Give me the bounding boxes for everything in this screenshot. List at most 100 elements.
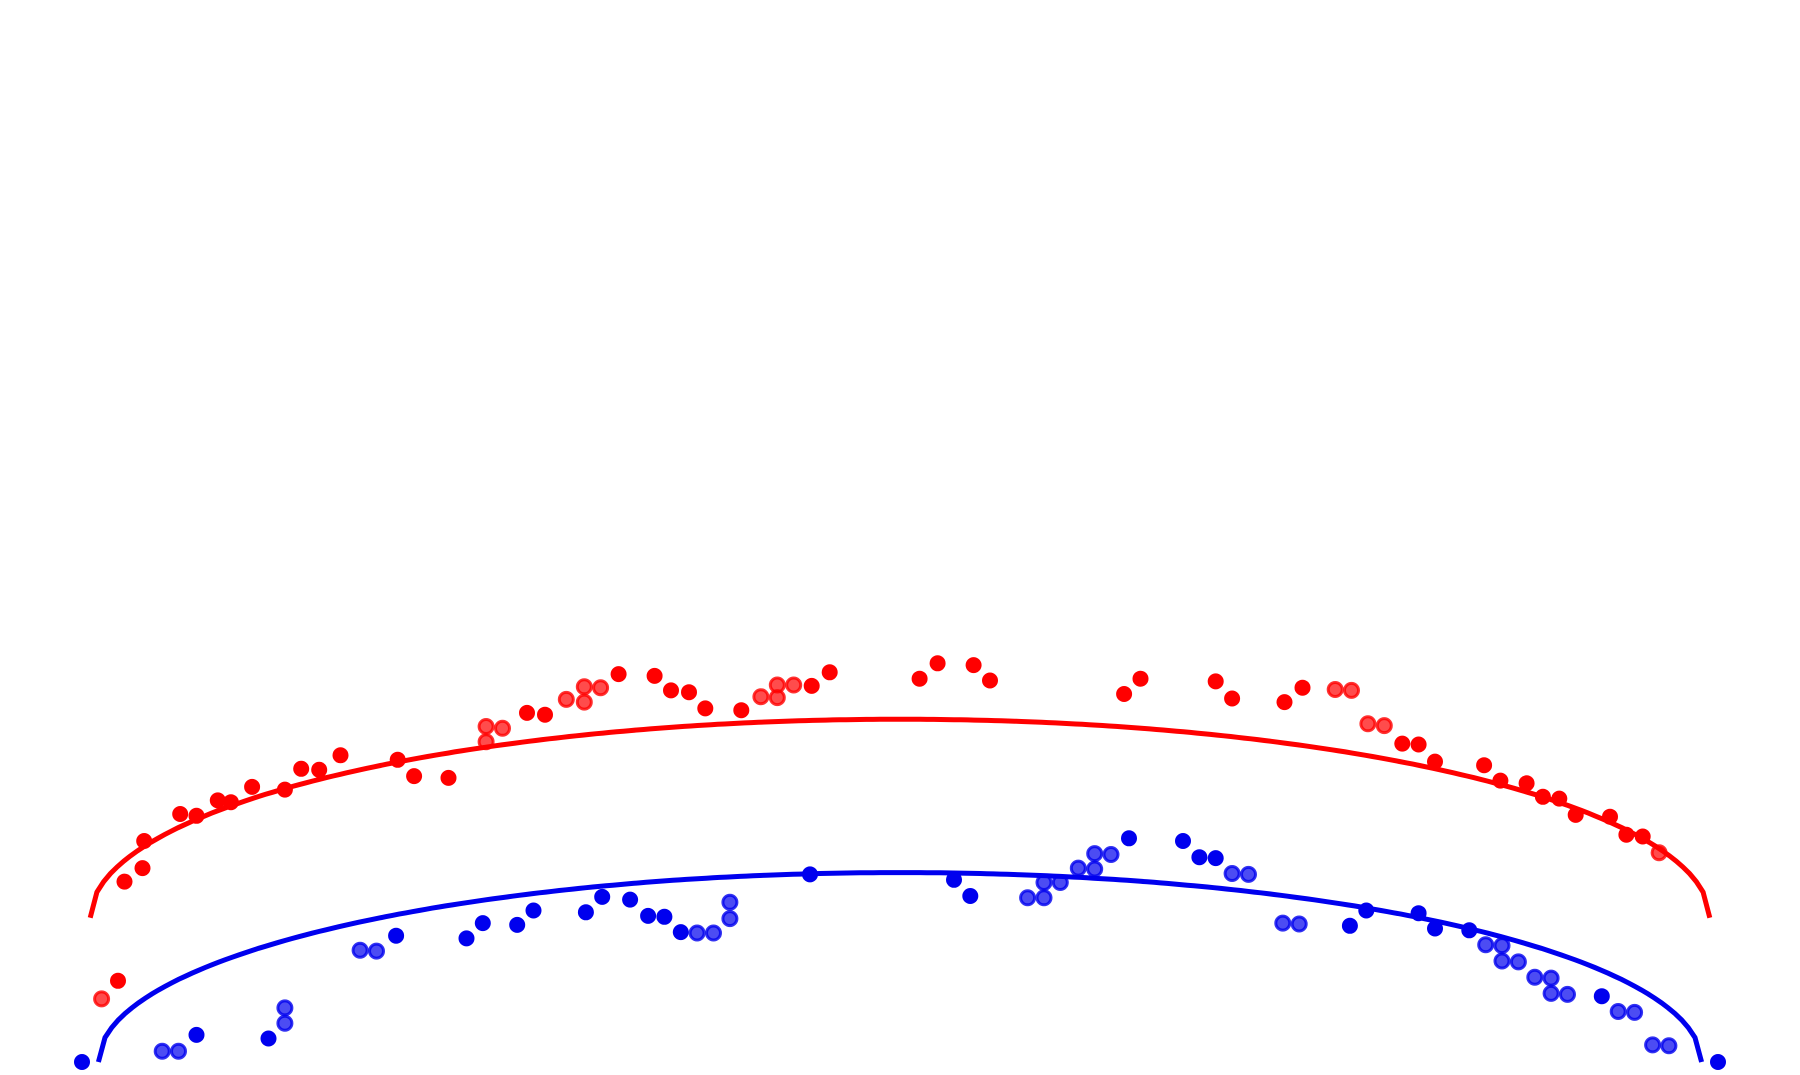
series-2-point-27: [962, 888, 979, 904]
series-2-point-30: [1035, 874, 1053, 891]
series-1-point-9: [222, 794, 239, 811]
series-1-point-26: [592, 679, 610, 697]
series-1-point-49: [1326, 681, 1344, 698]
series-2-point-28: [1019, 889, 1037, 907]
series-1-point-10: [244, 778, 261, 795]
series-1-point-13: [311, 761, 328, 778]
series-2-point-24: [721, 893, 739, 911]
series-1-point-65: [1650, 844, 1668, 862]
series-1-point-14: [332, 747, 349, 764]
series-2-point-57: [1593, 988, 1610, 1005]
series-2-point-1: [74, 1054, 90, 1070]
data-points: [74, 655, 1726, 1070]
series-1-point-24: [575, 693, 593, 711]
series-2-point-35: [1102, 846, 1120, 863]
series-1-point-7: [188, 807, 205, 824]
series-1-point-64: [1634, 828, 1651, 845]
series-1-point-2: [110, 972, 126, 989]
series-2-point-61: [1660, 1037, 1678, 1055]
series-1-point-46: [1224, 690, 1241, 707]
series-1-point-59: [1534, 788, 1551, 805]
series-2-point-3: [170, 1042, 187, 1060]
series-2-point-9: [368, 942, 385, 960]
series-2-point-49: [1477, 936, 1495, 954]
series-1-point-55: [1427, 753, 1443, 770]
series-1-point-11: [276, 781, 293, 798]
series-1-point-22: [537, 706, 553, 723]
series-2-point-36: [1121, 830, 1137, 847]
series-1-point-63: [1618, 826, 1635, 843]
series-2-point-11: [458, 930, 475, 947]
series-2-point-17: [622, 891, 639, 908]
series-1-point-42: [982, 672, 998, 689]
series-2-point-10: [388, 927, 405, 944]
series-1-point-37: [803, 677, 820, 694]
series-2-point-48: [1461, 922, 1478, 939]
series-2-point-4: [188, 1026, 205, 1043]
series-2-point-51: [1493, 952, 1511, 970]
series-1-point-52: [1375, 717, 1393, 735]
series-1-point-62: [1602, 808, 1618, 825]
series-2-point-59: [1626, 1003, 1644, 1021]
series-1-point-4: [134, 860, 151, 877]
series-2-point-34: [1086, 845, 1104, 863]
series-2-point-18: [640, 907, 657, 924]
series-1-point-1: [93, 990, 111, 1008]
series-2-point-39: [1207, 850, 1224, 867]
series-1-point-48: [1294, 679, 1311, 696]
series-1-point-31: [697, 700, 714, 717]
series-2-point-32: [1069, 859, 1087, 877]
series-2-point-5: [260, 1030, 277, 1047]
series-1-point-21: [519, 704, 535, 721]
series-2-point-55: [1542, 984, 1560, 1002]
series-2-point-14: [525, 902, 542, 919]
series-2-point-20: [672, 924, 689, 941]
series-2-point-31: [1051, 874, 1069, 891]
series-1-point-54: [1410, 736, 1427, 753]
series-1-point-18: [477, 733, 495, 751]
series-1-point-5: [136, 833, 153, 849]
series-1-point-43: [1116, 686, 1133, 702]
series-1-point-41: [965, 657, 982, 674]
fit-curves: [87, 716, 1713, 1063]
series-2-point-62: [1710, 1054, 1726, 1070]
series-2-point-42: [1274, 914, 1292, 932]
series-2-point-21: [688, 924, 706, 942]
series-1-point-15: [389, 751, 406, 768]
series-2-point-33: [1086, 860, 1104, 878]
series-1-point-57: [1492, 772, 1509, 789]
series-1-point-25: [575, 678, 593, 696]
series-2-point-16: [594, 888, 611, 905]
series-2-point-12: [474, 915, 491, 932]
series-1-point-47: [1276, 694, 1293, 711]
series-1-point-53: [1394, 735, 1411, 752]
series-2-point-53: [1526, 968, 1544, 986]
series-1-point-58: [1518, 775, 1535, 792]
series-1-point-23: [557, 690, 575, 708]
series-2-point-41: [1240, 865, 1257, 883]
series-1-point-8: [209, 792, 226, 809]
series-2-point-6: [276, 1014, 294, 1032]
series-2-point-46: [1410, 905, 1427, 922]
series-2-point-58: [1609, 1003, 1627, 1020]
series-2-point-45: [1358, 902, 1375, 919]
series-1-point-6: [172, 806, 189, 822]
series-2-point-22: [705, 924, 722, 942]
series-2-point-29: [1035, 889, 1053, 907]
series-2-point-56: [1559, 985, 1576, 1003]
series-2-point-37: [1175, 833, 1191, 849]
series-1-point-40: [929, 655, 946, 672]
series-1-point-38: [821, 664, 838, 681]
series-2-point-13: [509, 916, 526, 933]
series-1-point-16: [406, 768, 423, 785]
series-1-point-50: [1343, 681, 1360, 699]
series-1-point-44: [1132, 670, 1149, 687]
series-2-point-15: [577, 904, 594, 921]
series-2-point-23: [721, 910, 739, 928]
series-1-point-3: [116, 873, 133, 890]
series-2-point-44: [1341, 917, 1358, 934]
series-2-point-52: [1509, 953, 1527, 971]
series-2-point-2: [153, 1042, 171, 1060]
series-1-point-56: [1476, 757, 1493, 774]
